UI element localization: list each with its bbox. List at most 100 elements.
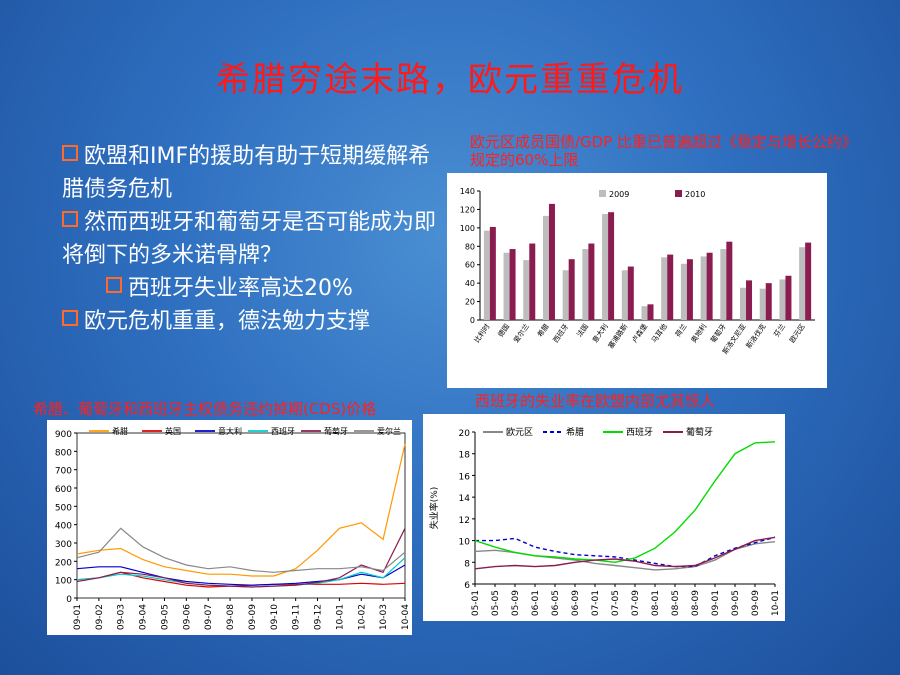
bullet-list: 欧盟和IMF的援助有助于短期缓解希腊债务危机 然而西班牙和葡萄牙是否可能成为即将… [62, 140, 442, 338]
series-line-希腊 [76, 443, 406, 577]
x-tick-label: 比利时 [472, 322, 491, 344]
series-line-西班牙 [474, 441, 776, 564]
bullet-text: 欧盟和IMF的援助有助于短期缓解希腊债务危机 [62, 144, 431, 202]
legend-label: 西班牙 [271, 426, 295, 436]
checkbox-bullet-icon [62, 310, 78, 326]
bullet-text: 西班牙失业率高达20% [128, 276, 353, 301]
x-tick-label: 卢森堡 [630, 322, 649, 344]
bar-2009-荷兰 [680, 263, 687, 320]
x-tick-label: 10-01 [335, 604, 345, 630]
bullet-item: 欧盟和IMF的援助有助于短期缓解希腊债务危机 [62, 140, 442, 206]
x-tick-label: 09-11 [292, 604, 302, 630]
legend-label: 葡萄牙 [686, 426, 713, 438]
x-tick-label: 10-01 [771, 590, 781, 616]
debt-chart: 0 20 40 60 80 100 120 140 比利时 德国 爱尔兰 希腊 西班牙 法国 意大利 塞浦路斯… [447, 173, 827, 388]
y-tick-label: 140 [460, 187, 475, 196]
x-tick-label: 意大利 [590, 322, 609, 344]
bar-2010-塞浦路斯 [627, 266, 634, 320]
x-tick-label: 德国 [496, 322, 511, 339]
checkbox-bullet-icon [62, 211, 78, 227]
unemp-chart-caption: 西班牙的失业率在欧盟内部尤其惊人 [475, 392, 716, 410]
bar-2009-芬兰 [779, 279, 786, 320]
y-tick-label: 12 [459, 516, 470, 526]
y-tick-label: 14 [459, 494, 471, 504]
checkbox-bullet-icon [106, 277, 122, 293]
cds-chart-svg: 0 100 200 300 400 500 600 700 800 900 09-01 09-02 09… [55, 426, 411, 630]
x-tick-label: 奥地利 [689, 322, 708, 344]
bar-2009-德国 [503, 252, 510, 320]
legend-label: 希腊 [566, 426, 584, 438]
x-tick-label: 09-12 [314, 604, 324, 630]
y-tick-label: 80 [465, 242, 475, 251]
x-tick-label: 09-08 [226, 604, 236, 630]
x-tick-label: 希腊 [535, 322, 550, 339]
legend-label: 2009 [609, 190, 629, 199]
x-tick-label: 09-01 [711, 590, 721, 616]
unemployment-chart-svg: 6 8 10 12 14 16 18 20 05-01 05-05 05-09 06-01 06-05 0… [428, 426, 781, 616]
bullet-item: 欧元危机重重，德法勉力支撑 [62, 305, 442, 338]
x-tick-label: 10-03 [379, 604, 389, 630]
bar-2010-马耳他 [667, 254, 674, 320]
bar-2009-斯洛文尼亚 [740, 287, 747, 320]
x-tick-label: 09-02 [95, 604, 105, 630]
x-tick-label: 荷兰 [673, 322, 688, 339]
x-tick-label: 09-05 [731, 590, 741, 616]
legend-label: 希腊 [112, 426, 128, 436]
x-tick-label: 09-09 [248, 604, 258, 630]
series-line-葡萄牙 [76, 528, 406, 588]
x-tick-label: 07-05 [611, 590, 621, 616]
bar-2010-奥地利 [706, 252, 713, 320]
bar-2010-斯洛伐克 [765, 283, 772, 320]
bar-2010-意大利 [608, 212, 615, 320]
y-tick-label: 20 [459, 429, 471, 439]
bar-2010-德国 [509, 249, 516, 320]
y-tick-label: 0 [66, 595, 72, 605]
x-tick-label: 05-05 [491, 590, 501, 616]
legend-swatch [675, 190, 682, 197]
sub-bullet-item: 西班牙失业率高达20% [62, 272, 442, 305]
y-tick-label: 200 [55, 558, 72, 568]
x-tick-label: 西班牙 [551, 322, 570, 344]
y-tick-label: 16 [459, 472, 471, 482]
x-tick-label: 08-09 [691, 590, 701, 616]
debt-chart-svg: 0 20 40 60 80 100 120 140 比利时 德国 爱尔兰 希腊 西班牙 法国 意大利塞浦路斯… [460, 187, 815, 356]
bar-2010-芬兰 [785, 275, 792, 320]
x-tick-label: 塞浦路斯 [606, 322, 629, 350]
legend-swatch [599, 190, 606, 197]
unemployment-chart: 6 8 10 12 14 16 18 20 05-01 05-05 05-09 06-01 06-05 0… [423, 414, 785, 621]
x-tick-label: 09-05 [160, 604, 170, 630]
cds-chart-caption: 希腊、葡萄牙和西班牙主权债务违约掉期(CDS)价格 [33, 400, 377, 418]
checkbox-bullet-icon [62, 145, 78, 161]
bullet-item: 然而西班牙和葡萄牙是否可能成为即将倒下的多米诺骨牌？ [62, 206, 442, 272]
y-tick-label: 10 [459, 538, 471, 548]
bar-2009-西班牙 [562, 270, 569, 320]
bar-2009-葡萄牙 [720, 249, 727, 320]
x-tick-label: 爱尔兰 [511, 322, 530, 344]
x-tick-label: 09-04 [139, 604, 149, 630]
bar-2010-葡萄牙 [726, 241, 733, 320]
y-tick-label: 20 [465, 298, 475, 307]
series-line-意大利 [76, 564, 406, 586]
bar-2010-爱尔兰 [529, 243, 536, 320]
legend-label: 2010 [685, 190, 705, 199]
bar-2010-荷兰 [686, 259, 693, 320]
legend-label: 西班牙 [626, 426, 653, 438]
cds-chart: 0 100 200 300 400 500 600 700 800 900 09-01 09-02 09… [47, 420, 412, 635]
x-tick-label: 09-03 [117, 604, 127, 630]
debt-chart-caption: 欧元区成员国债/GDP 比重已普遍超过《稳定与增长公约》规定的60%上限 [470, 133, 850, 169]
legend-label: 欧元区 [506, 426, 533, 438]
bar-2009-塞浦路斯 [621, 270, 628, 320]
x-tick-label: 07-01 [591, 590, 601, 616]
x-tick-label: 05-01 [471, 590, 481, 616]
bullet-text: 欧元危机重重，德法勉力支撑 [84, 309, 371, 334]
series-line-希腊 [475, 536, 776, 568]
y-tick-label: 700 [55, 467, 72, 477]
y-tick-label: 40 [465, 279, 475, 288]
y-tick-label: 0 [470, 316, 475, 325]
x-tick-label: 10-04 [401, 604, 411, 630]
x-tick-label: 06-09 [571, 590, 581, 616]
x-tick-label: 06-01 [531, 590, 541, 616]
y-tick-label: 500 [55, 503, 72, 513]
y-tick-label: 8 [464, 559, 470, 569]
x-tick-label: 法国 [575, 322, 590, 339]
